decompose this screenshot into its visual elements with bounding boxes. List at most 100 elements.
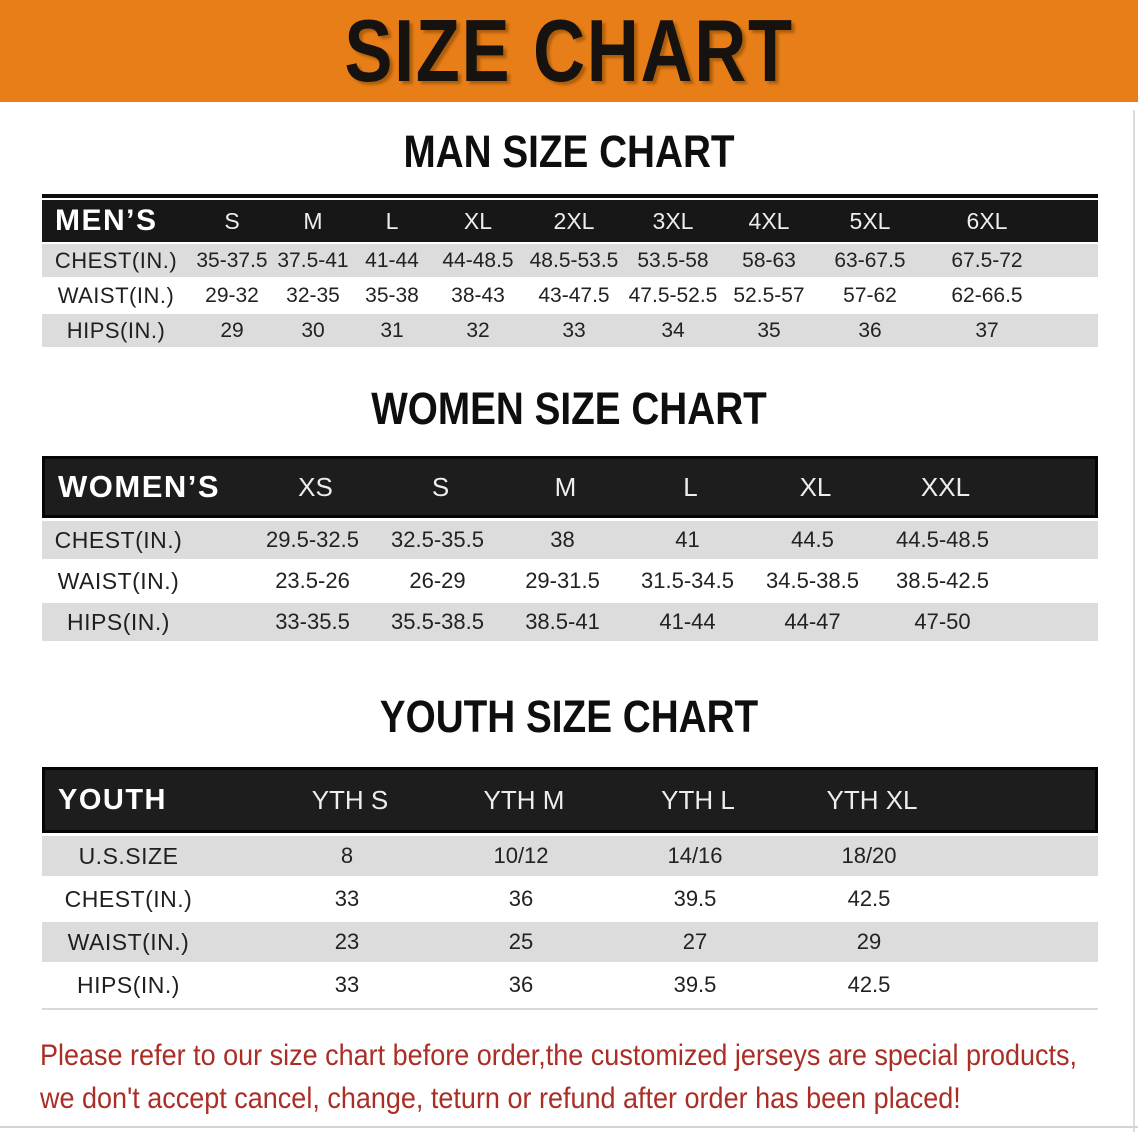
size-column-header: 3XL	[652, 207, 694, 234]
table-header-row: WOMEN’S XS S M L XL XXL	[42, 456, 1098, 518]
measurement-value: 31.5-34.5	[641, 568, 734, 593]
measurement-value: 42.5	[847, 972, 891, 997]
measurement-value: 44.5-48.5	[896, 527, 989, 552]
measurement-value: 32.5-35.5	[391, 527, 484, 552]
footer-note: Please refer to our size chart before or…	[40, 1034, 1138, 1120]
measurement-value: 29-32	[205, 283, 259, 307]
footer-note-line-2: we don't accept cancel, change, teturn o…	[40, 1082, 961, 1115]
table-row: U.S.SIZE 8 10/12 14/16 18/20	[42, 836, 1098, 876]
measurement-value: 62-66.5	[951, 283, 1023, 307]
youth-size-table: YOUTH YTH S YTH M YTH L YTH XL U.S.SIZE 8 10/12…	[42, 767, 1098, 1010]
measurement-value: 44-47	[784, 609, 841, 634]
size-column-header: M	[303, 207, 323, 234]
table-row: WAIST(IN.) 29-32 32-35 35-38 38-43 43-47.5 47.…	[42, 279, 1098, 312]
measurement-value: 47.5-52.5	[628, 283, 718, 307]
measurement-value: 47-50	[914, 609, 971, 634]
size-column-header: M	[554, 471, 577, 502]
measurement-value: 8	[340, 843, 354, 868]
measurement-value: 10/12	[493, 843, 549, 868]
measurement-value: 41-44	[365, 248, 419, 272]
table-row: HIPS(IN.) 29 30 31 32 33 34 35 36 37	[42, 314, 1098, 347]
section-youth-size-chart: YOUTH SIZE CHART YOUTH YTH S YTH M YTH L YTH…	[0, 693, 1138, 1010]
measurement-value: 38-43	[451, 283, 505, 307]
measurement-value: 53.5-58	[637, 248, 709, 272]
group-label: MEN’S	[55, 204, 158, 237]
measurement-value: 29	[220, 318, 244, 342]
page-right-border	[1133, 110, 1135, 1132]
measurement-value: 34	[661, 318, 685, 342]
row-label: CHEST(IN.)	[64, 885, 193, 912]
women-section-heading: WOMEN SIZE CHART	[371, 383, 767, 434]
row-label: HIPS(IN.)	[67, 608, 170, 635]
measurement-value: 41	[675, 527, 700, 552]
youth-section-heading: YOUTH SIZE CHART	[379, 691, 759, 742]
measurement-value: 38.5-41	[525, 609, 600, 634]
row-label: HIPS(IN.)	[66, 317, 166, 343]
measurement-value: 37	[975, 318, 999, 342]
size-column-header: YTH L	[661, 784, 735, 815]
measurement-value: 37.5-41	[277, 248, 349, 272]
table-row: WAIST(IN.) 23 25 27 29	[42, 922, 1098, 962]
measurement-value: 33-35.5	[275, 609, 350, 634]
row-label: HIPS(IN.)	[77, 971, 180, 998]
size-column-header: L	[385, 207, 399, 234]
row-label: CHEST(IN.)	[54, 526, 183, 553]
page-bottom-border	[0, 1126, 1138, 1128]
size-column-header: 6XL	[966, 207, 1008, 234]
measurement-value: 58-63	[742, 248, 796, 272]
measurement-value: 29-31.5	[525, 568, 600, 593]
men-size-table: MEN’S S M L XL 2XL 3XL 4XL 5XL 6XL CHEST(IN.) 35-37…	[42, 194, 1098, 347]
measurement-value: 36	[508, 886, 534, 911]
size-column-header: XL	[463, 207, 493, 234]
measurement-value: 23	[334, 929, 360, 954]
measurement-value: 23.5-26	[275, 568, 350, 593]
size-column-header: YTH XL	[826, 784, 918, 815]
measurement-value: 57-62	[843, 283, 897, 307]
section-women-size-chart: WOMEN SIZE CHART WOMEN’S XS S M L XL XXL CHEST(…	[0, 385, 1138, 641]
size-column-header: XL	[799, 471, 832, 502]
women-size-table: WOMEN’S XS S M L XL XXL CHEST(IN.) 29.5-32.5 32.5…	[42, 456, 1098, 641]
measurement-value: 38.5-42.5	[896, 568, 989, 593]
measurement-value: 36	[508, 972, 534, 997]
measurement-value: 52.5-57	[733, 283, 805, 307]
measurement-value: 36	[858, 318, 882, 342]
measurement-value: 30	[301, 318, 325, 342]
row-label: WAIST(IN.)	[57, 567, 180, 594]
measurement-value: 43-47.5	[538, 283, 610, 307]
measurement-value: 32-35	[286, 283, 340, 307]
table-row: CHEST(IN.) 33 36 39.5 42.5	[42, 879, 1098, 919]
table-header-row: YOUTH YTH S YTH M YTH L YTH XL	[42, 767, 1098, 833]
footer-note-line-1: Please refer to our size chart before or…	[40, 1039, 1078, 1072]
measurement-value: 25	[508, 929, 534, 954]
row-label: U.S.SIZE	[78, 842, 179, 869]
size-column-header: 5XL	[849, 207, 891, 234]
measurement-value: 67.5-72	[951, 248, 1023, 272]
measurement-value: 33	[334, 886, 360, 911]
table-top-rule	[42, 194, 1098, 198]
measurement-value: 44.5	[791, 527, 834, 552]
section-men-size-chart: MAN SIZE CHART MEN’S S M L XL 2XL 3XL 4XL 5XL 6XL…	[0, 128, 1138, 347]
measurement-value: 38	[550, 527, 575, 552]
measurement-value: 35-37.5	[196, 248, 268, 272]
measurement-value: 63-67.5	[834, 248, 906, 272]
table-row: CHEST(IN.) 29.5-32.5 32.5-35.5 38 41 44.5 44.5…	[42, 521, 1098, 559]
group-label: WOMEN’S	[58, 469, 221, 504]
measurement-value: 33	[562, 318, 586, 342]
measurement-value: 18/20	[841, 843, 897, 868]
size-column-header: 2XL	[553, 207, 595, 234]
measurement-value: 39.5	[673, 972, 717, 997]
measurement-value: 34.5-38.5	[766, 568, 859, 593]
measurement-value: 32	[466, 318, 490, 342]
measurement-value: 33	[334, 972, 360, 997]
measurement-value: 14/16	[667, 843, 723, 868]
row-label: CHEST(IN.)	[54, 247, 178, 273]
size-column-header: L	[683, 471, 698, 502]
measurement-value: 41-44	[659, 609, 716, 634]
measurement-value: 26-29	[409, 568, 466, 593]
size-column-header: XS	[298, 471, 333, 502]
group-label: YOUTH	[58, 783, 167, 816]
measurement-value: 35	[757, 318, 781, 342]
size-column-header: S	[431, 471, 450, 502]
page-title: SIZE CHART	[344, 1, 794, 100]
